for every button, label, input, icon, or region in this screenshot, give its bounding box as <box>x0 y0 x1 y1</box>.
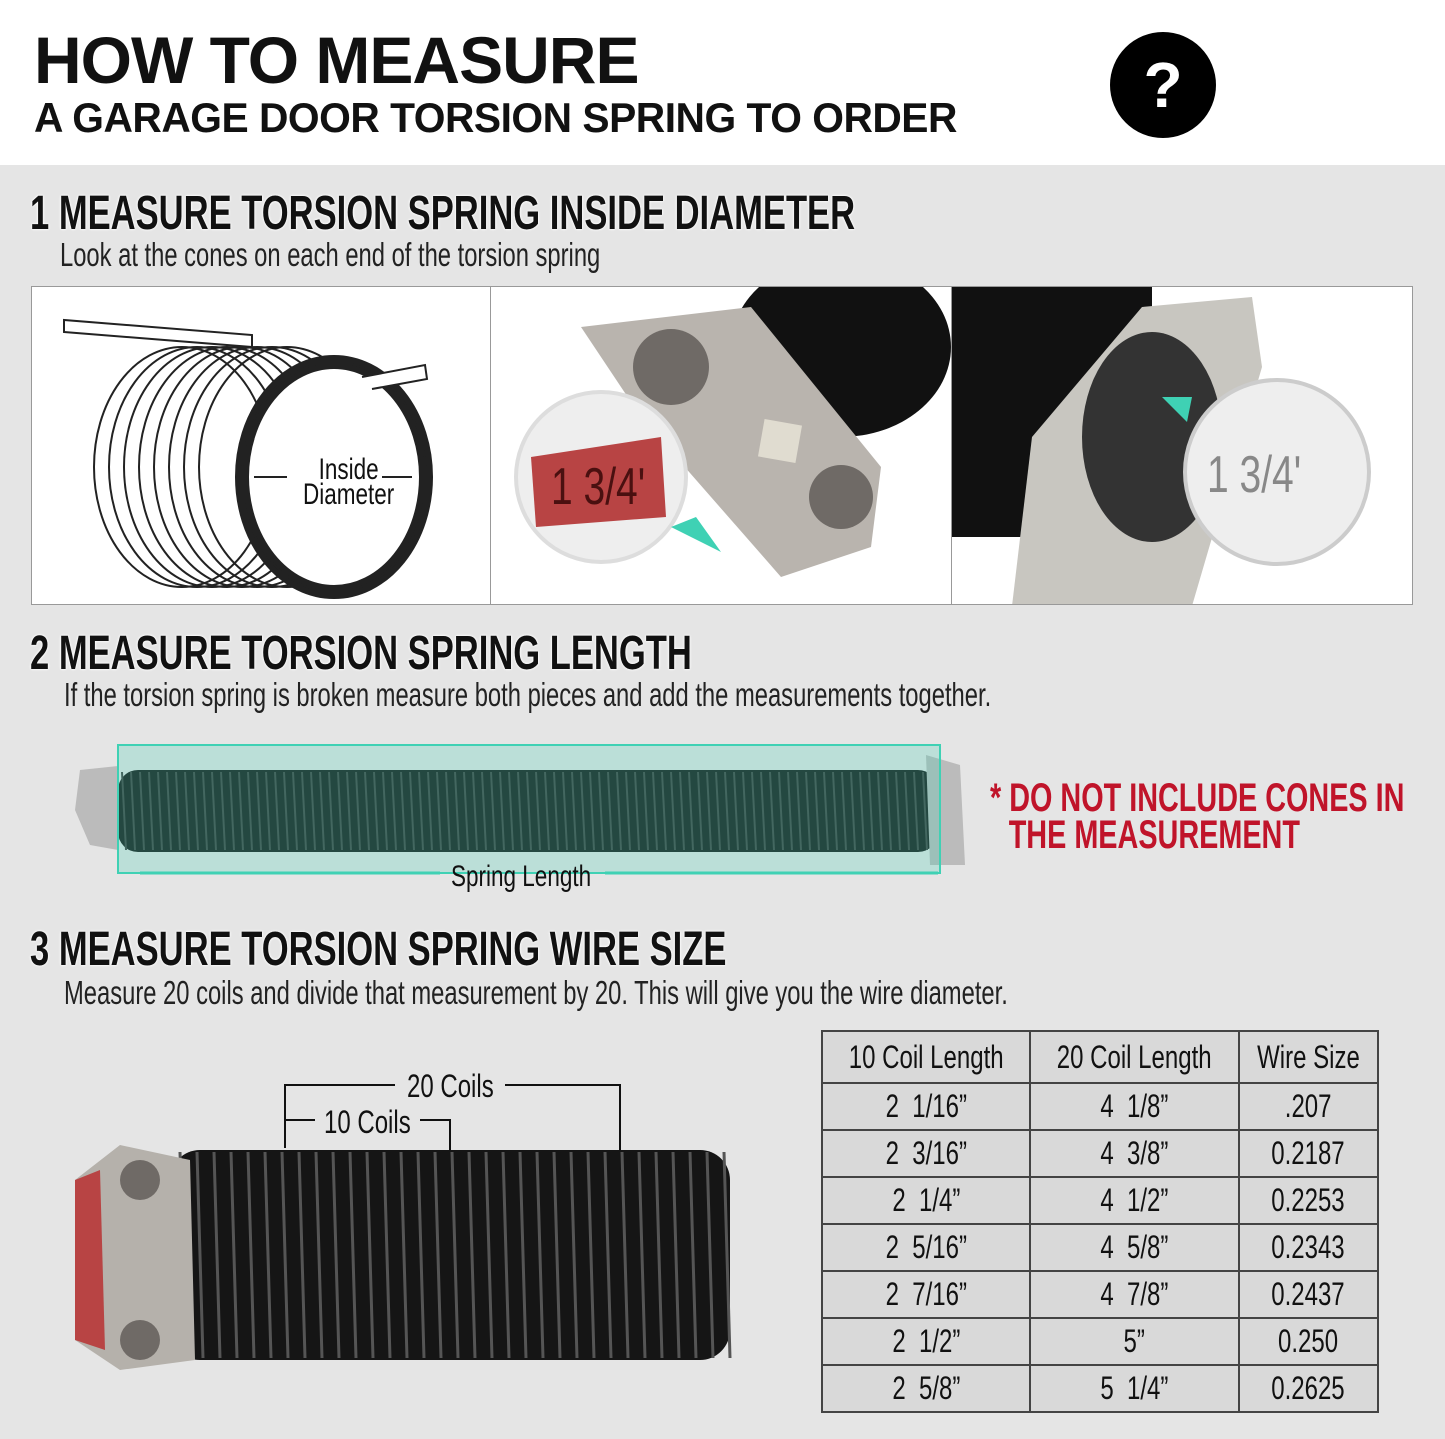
table-cell-text: 4 1/8” <box>1100 1088 1169 1124</box>
table-row: 2 5/8” 5 1/4” 0.2625 <box>820 1364 1379 1413</box>
table-cell: 2 1/16” <box>820 1082 1032 1131</box>
inside-label-line1: Inside <box>318 453 379 486</box>
table-cell: 2 1/2” <box>820 1317 1032 1366</box>
table-row: 2 5/16” 4 5/8” 0.2343 <box>820 1223 1379 1272</box>
table-header-text: 10 Coil Length <box>848 1038 1004 1075</box>
spring-length-photo <box>75 744 965 875</box>
label-20-coils: 20 Coils <box>407 1068 494 1104</box>
table-cell-text: 2 5/8” <box>892 1370 961 1406</box>
cone-photo-2: 1 3/4' <box>951 287 1412 604</box>
cones-note: * DO NOT INCLUDE CONES IN THE MEASUREMEN… <box>990 776 1405 857</box>
label-10-coils: 10 Coils <box>324 1104 411 1140</box>
table-header-text: 20 Coil Length <box>1057 1038 1212 1075</box>
table-cell: 0.2437 <box>1237 1270 1379 1319</box>
table-cell-text: 2 7/16” <box>885 1276 967 1312</box>
table-row: 2 7/16” 4 7/8” 0.2437 <box>820 1270 1379 1319</box>
step3-heading: 3 MEASURE TORSION SPRING WIRE SIZE <box>30 923 727 976</box>
table-cell: 0.2343 <box>1237 1223 1379 1272</box>
page-subtitle: A GARAGE DOOR TORSION SPRING TO ORDER <box>34 94 957 141</box>
table-cell-text: 0.2437 <box>1271 1276 1345 1312</box>
spring-length-label: Spring Length <box>451 860 592 893</box>
coil-diagram: Inside Diameter <box>32 287 492 604</box>
table-cell: 4 1/8” <box>1029 1082 1240 1131</box>
table-cell: 0.2187 <box>1237 1129 1379 1178</box>
table-cell: 2 1/4” <box>820 1176 1032 1225</box>
table-cell: .207 <box>1237 1082 1379 1131</box>
table-cell: 0.250 <box>1237 1317 1379 1366</box>
table-row: 2 1/2” 5” 0.250 <box>820 1317 1379 1366</box>
header: HOW TO MEASURE A GARAGE DOOR TORSION SPR… <box>0 0 1445 165</box>
table-cell: 0.2253 <box>1237 1176 1379 1225</box>
table-cell-text: .207 <box>1284 1088 1332 1124</box>
cone-photo-2-drawing <box>951 287 1371 604</box>
table-cell-text: 0.250 <box>1278 1323 1339 1359</box>
table-cell: 4 3/8” <box>1029 1129 1240 1178</box>
left-cone <box>75 766 118 850</box>
coil-diagram-drawing <box>63 318 433 599</box>
winding-cone <box>75 1145 195 1370</box>
table-cell: 5” <box>1029 1317 1240 1366</box>
step1-text: Look at the cones on each end of the tor… <box>60 236 601 273</box>
table-cell: 5 1/4” <box>1029 1364 1240 1413</box>
table-cell-text: 5 1/4” <box>1100 1370 1169 1406</box>
inside-label: Inside Diameter <box>303 455 394 510</box>
table-cell: 4 1/2” <box>1029 1176 1240 1225</box>
table-cell-text: 5” <box>1123 1323 1146 1359</box>
cone-photo-1: 1 3/4' <box>491 287 952 604</box>
wire-size-photo <box>75 1084 732 1370</box>
table-row: 2 1/4” 4 1/2” 0.2253 <box>820 1176 1379 1225</box>
inside-diameter-panel: Inside Diameter 1 3/4' 1 3/4' <box>31 286 1413 605</box>
cones-note-line2: THE MEASUREMENT <box>1008 813 1300 857</box>
length-highlight <box>117 744 941 874</box>
step1-heading: 1 MEASURE TORSION SPRING INSIDE DIAMETER <box>30 187 856 240</box>
inside-label-line2: Diameter <box>303 478 395 511</box>
table-row: 2 3/16” 4 3/8” 0.2187 <box>820 1129 1379 1178</box>
table-cell-text: 2 1/4” <box>892 1182 961 1218</box>
table-cell: 4 7/8” <box>1029 1270 1240 1319</box>
page-title: HOW TO MEASURE <box>34 23 639 97</box>
question-mark-icon: ? <box>1110 32 1216 138</box>
coil-brackets <box>284 1084 621 1152</box>
cone-marking-label-2: 1 3/4' <box>1206 446 1301 504</box>
table-cell: 2 3/16” <box>820 1129 1032 1178</box>
cone-marking-label: 1 3/4' <box>551 458 646 516</box>
table-cell: 0.2625 <box>1237 1364 1379 1413</box>
table-header: Wire Size <box>1237 1030 1379 1084</box>
table-cell-text: 4 3/8” <box>1100 1135 1169 1171</box>
table-cell: 2 5/16” <box>820 1223 1032 1272</box>
table-cell-text: 0.2187 <box>1271 1135 1345 1171</box>
cones-note-line1: * DO NOT INCLUDE CONES IN <box>990 776 1405 820</box>
step2-heading: 2 MEASURE TORSION SPRING LENGTH <box>30 627 692 680</box>
table-cell-text: 0.2253 <box>1271 1182 1345 1218</box>
table-cell-text: 2 5/16” <box>885 1229 967 1265</box>
table-header: 10 Coil Length <box>820 1030 1032 1084</box>
step2-text: If the torsion spring is broken measure … <box>64 676 992 713</box>
table-row: 2 1/16” 4 1/8” .207 <box>820 1082 1379 1131</box>
table-cell: 2 7/16” <box>820 1270 1032 1319</box>
step3-text: Measure 20 coils and divide that measure… <box>64 974 1008 1011</box>
table-cell-text: 4 5/8” <box>1100 1229 1169 1265</box>
table-cell-text: 4 7/8” <box>1100 1276 1169 1312</box>
table-cell-text: 2 1/2” <box>892 1323 961 1359</box>
table-cell: 4 5/8” <box>1029 1223 1240 1272</box>
table-header-text: Wire Size <box>1256 1038 1360 1075</box>
table-cell-text: 2 3/16” <box>885 1135 967 1171</box>
table-cell-text: 2 1/16” <box>885 1088 967 1124</box>
table-cell-text: 4 1/2” <box>1100 1182 1169 1218</box>
cone-photo-1-drawing <box>514 287 951 577</box>
table-cell-text: 0.2625 <box>1271 1370 1345 1406</box>
table-header: 20 Coil Length <box>1029 1030 1240 1084</box>
table-cell-text: 0.2343 <box>1271 1229 1345 1265</box>
right-cone <box>926 755 965 865</box>
table-cell: 2 5/8” <box>820 1364 1032 1413</box>
wire-size-table: 10 Coil Length 20 Coil Length Wire Size 2 … <box>820 1030 1379 1413</box>
